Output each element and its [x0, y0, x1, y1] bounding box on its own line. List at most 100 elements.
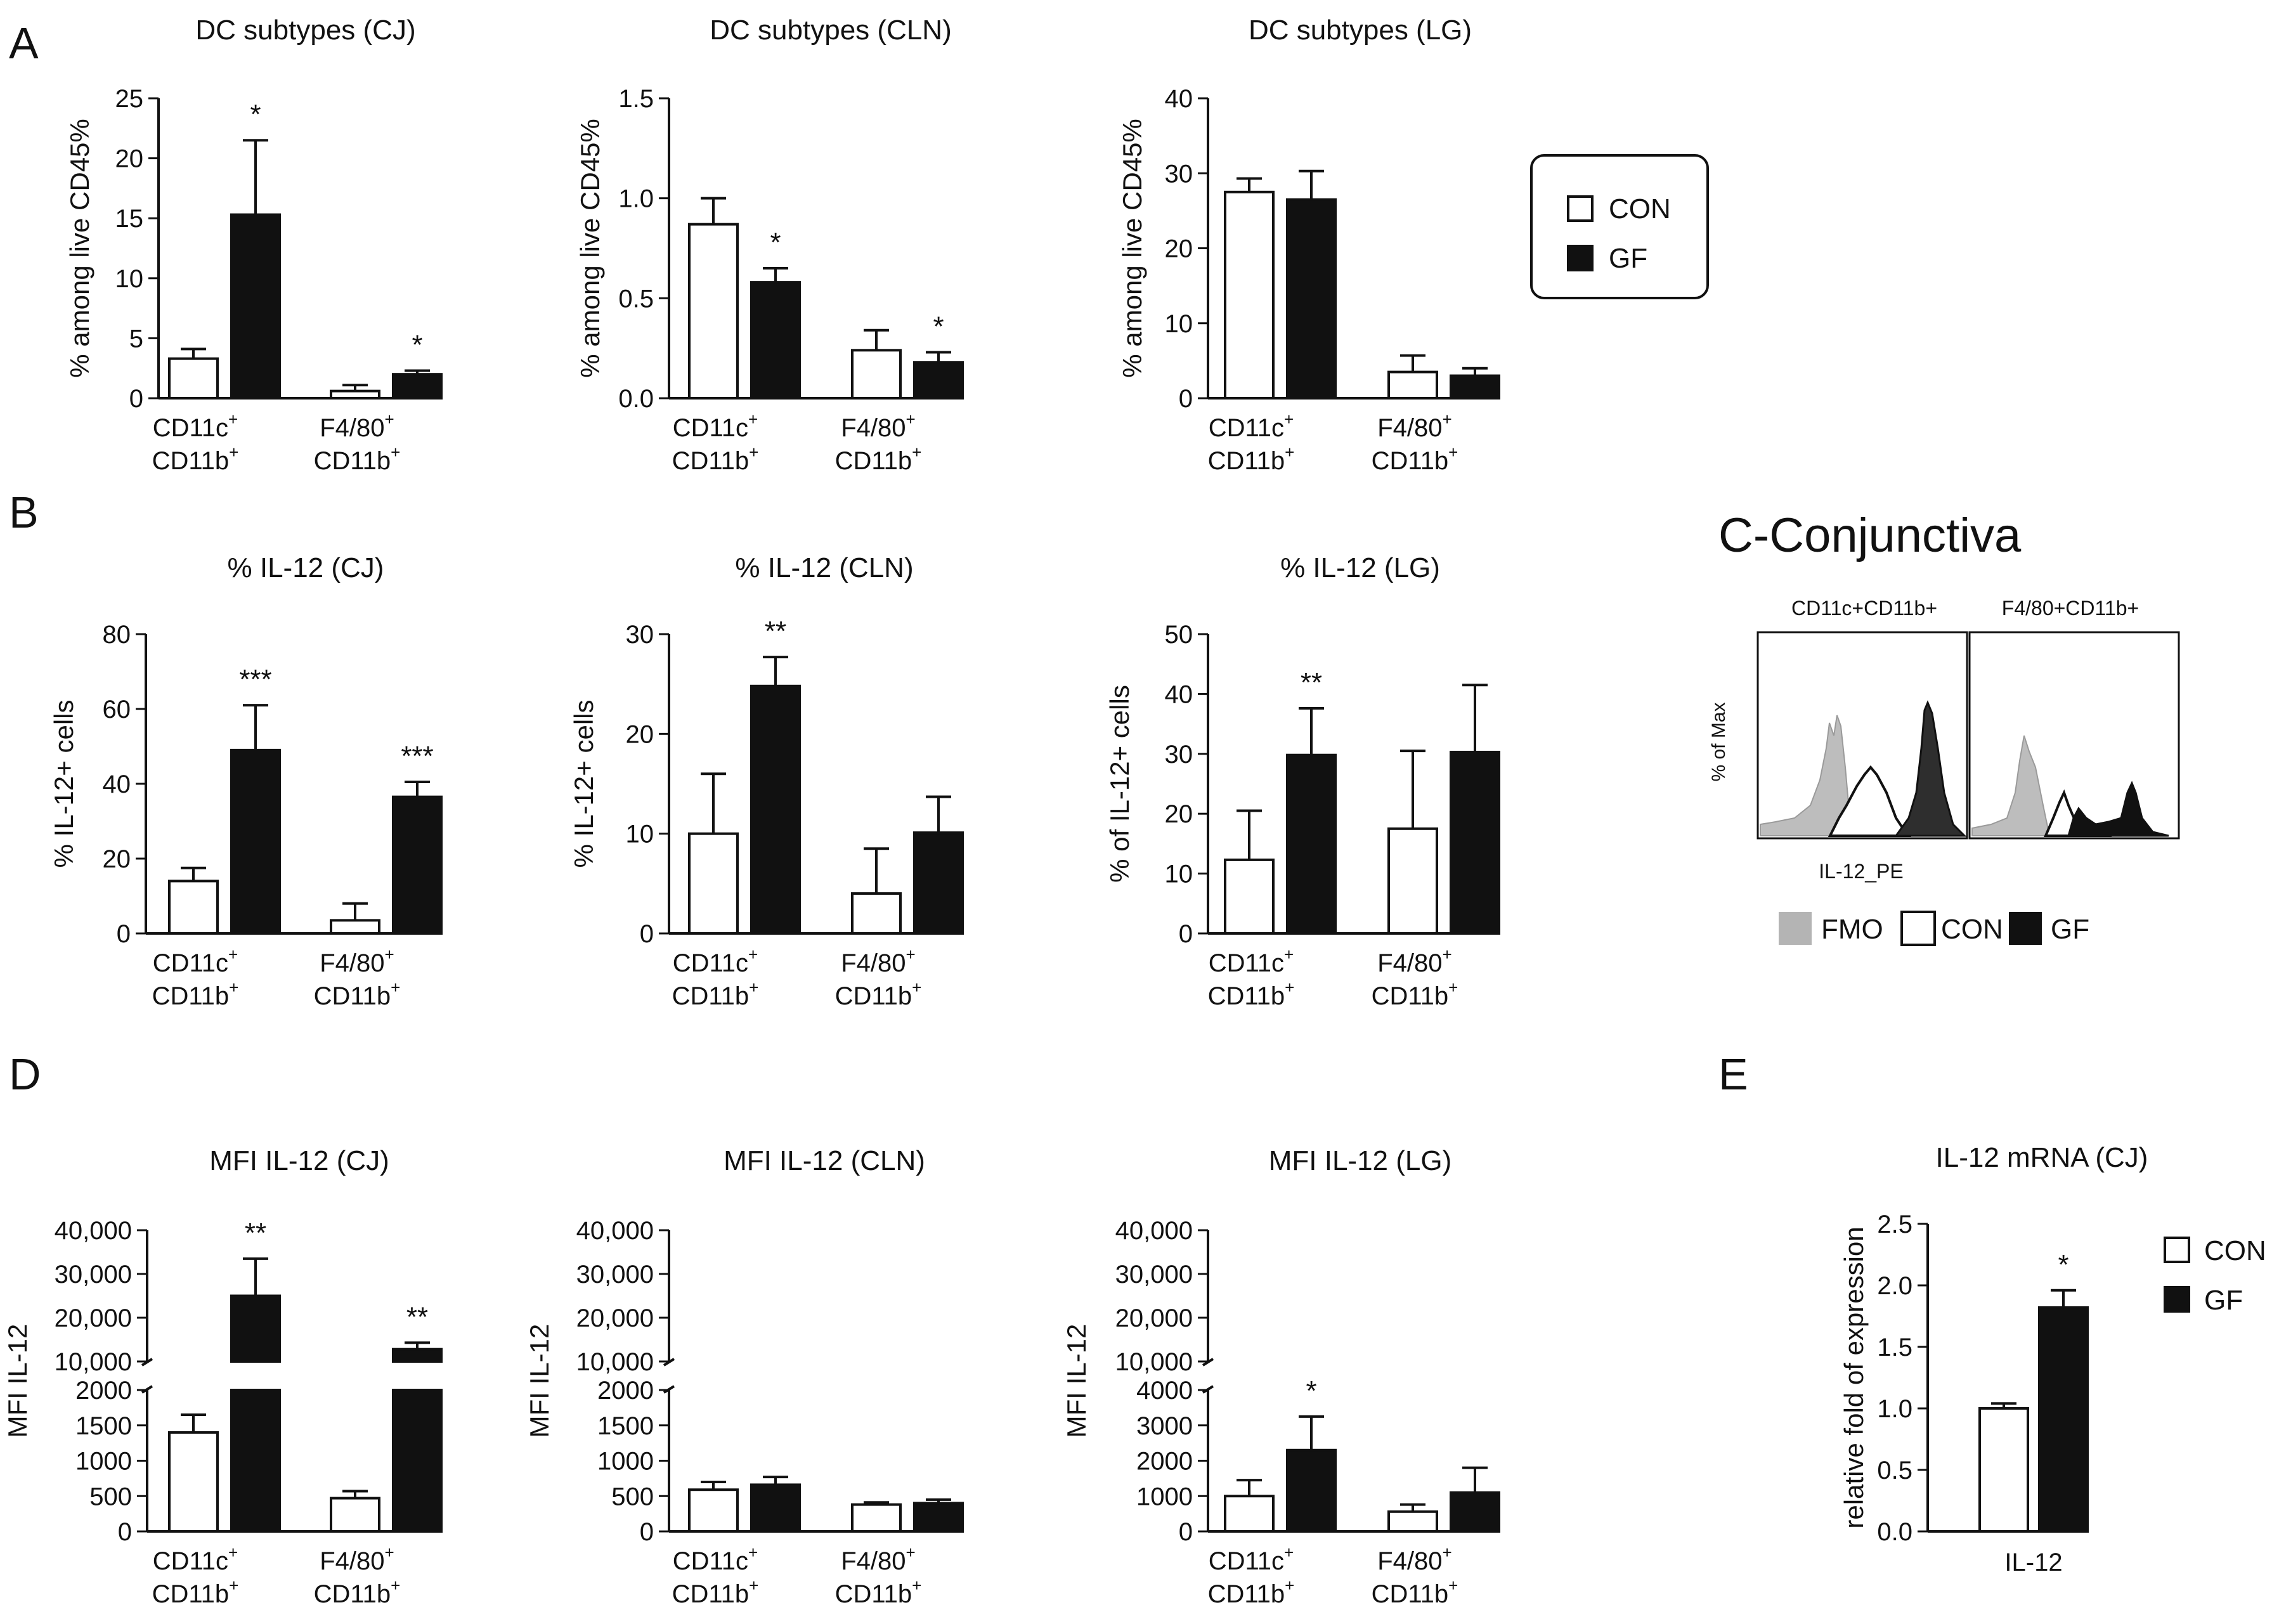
category-label-superscript: + — [1443, 945, 1452, 964]
flow-left-title: CD11c+CD11b+ — [1791, 597, 1937, 620]
chart-title: DC subtypes (CJ) — [195, 15, 415, 46]
category-label-line1: F4/80+ — [1377, 945, 1451, 977]
legend-e-con-label: CON — [2204, 1235, 2266, 1266]
category-label-text: CD11c — [673, 949, 748, 977]
bar-con — [1224, 190, 1275, 400]
legend-a: CON GF — [1530, 154, 1709, 299]
category-label-text: CD11b — [314, 447, 391, 475]
y-tick-label: 25 — [115, 85, 144, 113]
y-tick-label: 30,000 — [576, 1261, 654, 1289]
y-tick-label: 10,000 — [55, 1348, 132, 1376]
y-tick-label: 0.5 — [618, 285, 654, 313]
chart-title: DC subtypes (CLN) — [710, 15, 951, 46]
bar-con — [851, 892, 902, 935]
category-label-text: CD11b — [1372, 1580, 1449, 1608]
category-label-line2: CD11b+ — [1208, 978, 1295, 1010]
category-label-line1: F4/80+ — [841, 945, 915, 977]
significance-marker: ** — [1301, 667, 1322, 698]
significance-marker: * — [412, 329, 422, 360]
y-tick-label: 20 — [115, 145, 144, 173]
bar-gf — [913, 1502, 964, 1533]
y-tick-label: 60 — [103, 696, 131, 724]
chart-title: % IL-12 (LG) — [1280, 552, 1440, 583]
category-label-superscript: + — [748, 1543, 758, 1562]
category-label-superscript: + — [748, 945, 758, 964]
chart-a3: DC subtypes (LG) % among live CD45% 0 10 20 3… — [1117, 15, 1500, 475]
category-label-superscript: + — [1448, 1576, 1458, 1595]
y-tick-label: 1000 — [597, 1448, 654, 1476]
chart-title: MFI IL-12 (LG) — [1269, 1145, 1452, 1176]
legend-e: CON GF — [2164, 1235, 2266, 1316]
bar-con — [851, 349, 902, 400]
bar-charts: DC subtypes (CJ) % among live CD45% 0 5 10 15… — [3, 15, 2148, 1608]
significance-marker: * — [1306, 1375, 1316, 1406]
y-axis-label: % IL-12+ cells — [569, 700, 599, 868]
category-label-line1: CD11c+ — [153, 1543, 238, 1575]
y-tick-label: 5 — [129, 325, 143, 353]
bar-con — [168, 880, 219, 935]
category-label-superscript: + — [1285, 1576, 1294, 1595]
category-label-text: CD11c — [153, 1547, 228, 1575]
legend-e-con-swatch — [2164, 1237, 2190, 1263]
category-label-text: CD11b — [314, 982, 391, 1010]
category-label-superscript: + — [748, 410, 758, 429]
flow-legend-gf-label: GF — [2051, 914, 2089, 945]
legend-a-con-swatch — [1567, 195, 1594, 222]
flow-legend-con-label: CON — [1941, 914, 2003, 945]
category-label-superscript: + — [1448, 443, 1458, 462]
category-label-line1: F4/80+ — [841, 1543, 915, 1575]
category-label-text: F4/80 — [320, 949, 384, 977]
y-tick-label: 3000 — [1136, 1412, 1193, 1440]
chart-b2: % IL-12 (CLN) % IL-12+ cells 0 10 20 30 ** CD11… — [569, 552, 964, 1010]
y-axis-label: MFI IL-12 — [524, 1324, 554, 1438]
flow-left-frame — [1756, 631, 1968, 840]
y-tick-label: 0.0 — [618, 385, 654, 413]
category-label-text: CD11b — [835, 1580, 912, 1608]
bar-gf — [1286, 198, 1337, 400]
category-label-superscript: + — [1284, 410, 1294, 429]
significance-marker: * — [2058, 1249, 2068, 1280]
category-label-superscript: + — [1285, 443, 1294, 462]
category-label-line2: CD11b+ — [835, 443, 922, 475]
category-label-line2: CD11b+ — [152, 978, 239, 1010]
y-axis-label: % among live CD45% — [65, 119, 94, 378]
panel-label-a: A — [9, 18, 39, 68]
y-tick-label: 0 — [118, 1518, 132, 1546]
bar-con — [1387, 827, 1438, 935]
bar-con — [330, 389, 380, 400]
y-axis-label: relative fold of expression — [1839, 1226, 1869, 1528]
bar-con — [168, 1431, 219, 1533]
significance-marker: ** — [406, 1301, 428, 1332]
y-tick-label: 500 — [89, 1483, 132, 1510]
category-label-line1: F4/80+ — [320, 410, 394, 442]
category-label-superscript: + — [228, 945, 238, 964]
significance-marker: ** — [245, 1218, 266, 1249]
y-tick-label: 2000 — [75, 1377, 132, 1405]
y-tick-label: 10 — [115, 265, 144, 293]
category-label-superscript: + — [906, 945, 916, 964]
category-label-superscript: + — [229, 443, 238, 462]
category-label-text: CD11b — [835, 982, 912, 1010]
category-label-text: F4/80 — [1377, 414, 1442, 442]
bar-gf — [1450, 374, 1500, 400]
category-label-superscript: + — [749, 443, 758, 462]
y-axis-label: % among live CD45% — [1117, 119, 1147, 378]
flow-legend-gf-swatch — [2009, 912, 2042, 945]
chart-b1: % IL-12 (CJ) % IL-12+ cells 0 20 40 60 80 *** CD… — [49, 552, 443, 1010]
chart-title: % IL-12 (CJ) — [228, 552, 384, 583]
y-axis-label: % IL-12+ cells — [49, 700, 79, 868]
category-label-text: F4/80 — [841, 1547, 906, 1575]
bar-gf — [1286, 1448, 1337, 1533]
category-label-superscript: + — [228, 410, 238, 429]
y-tick-label: 10 — [1165, 861, 1193, 888]
category-label-line1: F4/80+ — [1377, 410, 1451, 442]
category-label-text: CD11b — [314, 1580, 391, 1608]
y-axis-label: MFI IL-12 — [1062, 1324, 1091, 1438]
y-tick-label: 30 — [1165, 741, 1193, 769]
category-label-line1: CD11c+ — [153, 945, 238, 977]
category-label-line1: CD11c+ — [673, 945, 758, 977]
chart-d3: MFI IL-12 (LG) MFI IL-12 0 1000 2000 3000 4000… — [1062, 1145, 1500, 1608]
y-tick-label: 10 — [1165, 310, 1193, 338]
y-tick-label: 20 — [103, 845, 131, 873]
y-tick-label: 30,000 — [55, 1261, 132, 1289]
